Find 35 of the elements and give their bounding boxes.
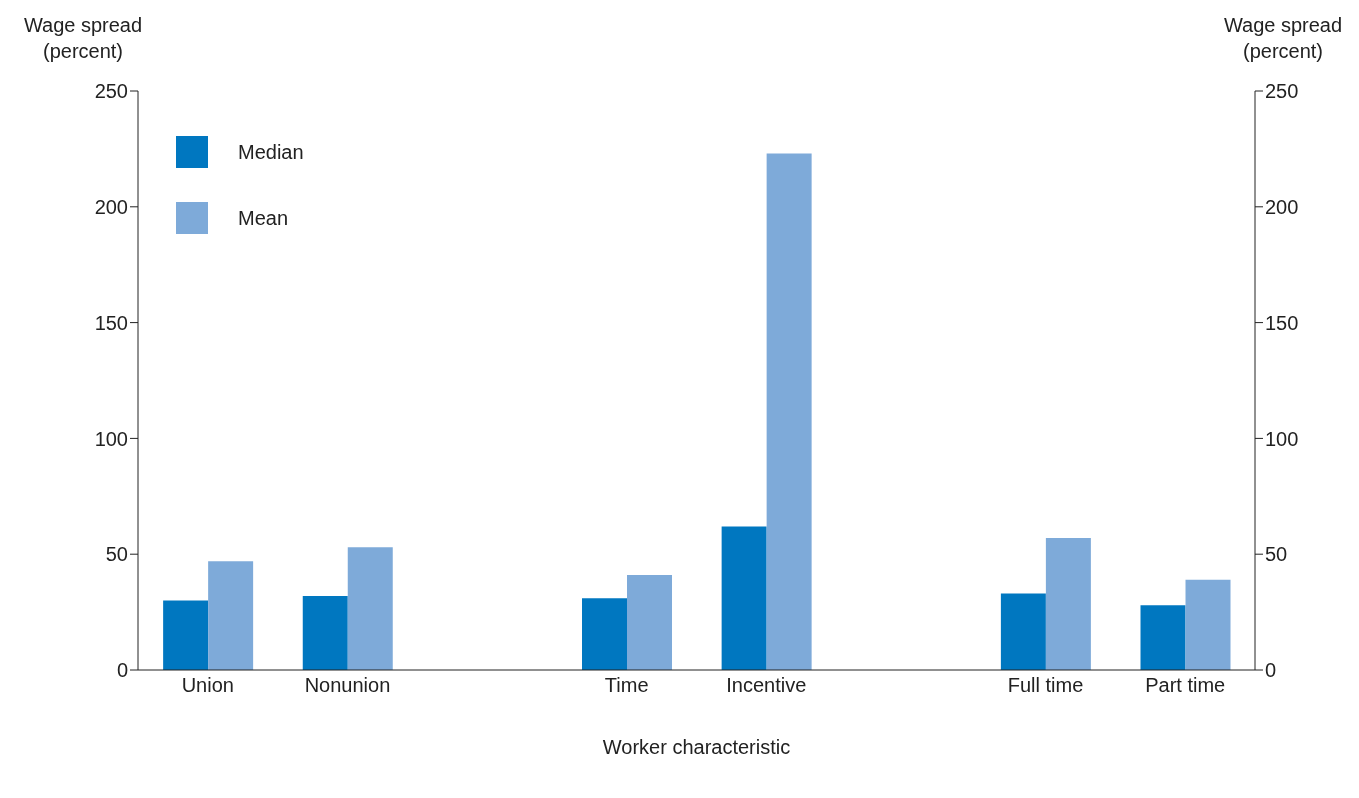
bar (1140, 605, 1186, 670)
y-axis-title: Wage spread (percent) (22, 13, 144, 64)
y-tick-label: 150 (94, 311, 128, 334)
x-axis-title: Worker characteristic (601, 736, 792, 759)
bar (302, 595, 348, 670)
bar (1185, 579, 1231, 670)
legend-label: Median (238, 140, 304, 164)
bar (208, 561, 254, 670)
y2-axis-title: Wage spread (percent) (1222, 13, 1344, 64)
y-tick-label: 0 (116, 659, 128, 682)
y-tick-label: 250 (94, 80, 128, 103)
bar (1000, 593, 1046, 670)
bar (1045, 537, 1091, 670)
x-tick-label: Nonunion (304, 674, 391, 697)
x-tick-label: Part time (1145, 674, 1226, 697)
y-tick-label: 100 (94, 427, 128, 450)
x-tick-label: Union (181, 674, 234, 697)
bar (766, 153, 812, 670)
bar (721, 526, 767, 670)
y2-tick-label: 50 (1265, 543, 1288, 566)
bar (347, 547, 393, 670)
x-tick-label: Full time (1007, 674, 1084, 697)
bar (627, 575, 673, 670)
y2-tick-label: 0 (1265, 659, 1277, 682)
y-tick-label: 200 (94, 195, 128, 218)
y2-tick-label: 200 (1265, 195, 1299, 218)
x-tick-label: Time (604, 674, 649, 697)
bar (582, 598, 628, 670)
y2-tick-label: 250 (1265, 80, 1299, 103)
y2-tick-label: 100 (1265, 427, 1299, 450)
y2-tick-label: 150 (1265, 311, 1299, 334)
bar (163, 600, 209, 670)
legend-label: Mean (238, 206, 289, 230)
y-tick-label: 50 (105, 543, 128, 566)
x-tick-label: Incentive (726, 674, 807, 697)
